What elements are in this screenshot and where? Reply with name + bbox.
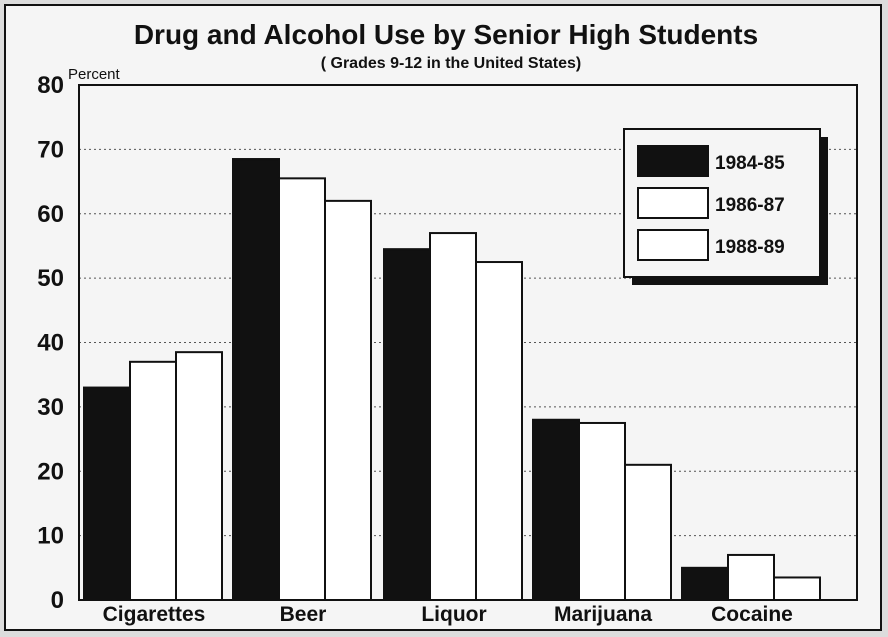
y-tick-label: 70	[37, 136, 64, 163]
bar-cocaine-1988-89	[773, 576, 821, 601]
legend-swatch	[637, 145, 709, 177]
y-tick-label: 80	[37, 72, 64, 99]
bar-cocaine-1984-85	[681, 566, 729, 601]
y-tick-label: 30	[37, 394, 64, 421]
y-tick-label: 10	[37, 523, 64, 550]
legend-label: 1988-89	[715, 237, 785, 258]
y-tick-label: 20	[37, 458, 64, 485]
bar-marijuana-1986-87	[578, 421, 626, 601]
chart-title: Drug and Alcohol Use by Senior High Stud…	[134, 19, 758, 50]
category-label: Liquor	[421, 603, 486, 626]
y-axis-ticks: 0 10 20 30 40 50 60 70 80	[37, 72, 64, 614]
bar-marijuana-1984-85	[532, 418, 580, 601]
category-label: Marijuana	[554, 603, 652, 626]
bar-liquor-1984-85	[383, 248, 431, 601]
y-axis-label: Percent	[68, 66, 121, 83]
legend-swatch	[637, 229, 709, 261]
y-tick-label: 60	[37, 201, 64, 228]
legend: 1984-85 1986-87 1988-89	[623, 128, 828, 285]
bar-liquor-1986-87	[429, 232, 477, 601]
chart-frame: Drug and Alcohol Use by Senior High Stud…	[4, 4, 882, 631]
x-axis-categories: Cigarettes Beer Liquor Marijuana Cocaine	[103, 603, 793, 626]
y-tick-label: 50	[37, 265, 64, 292]
y-tick-label: 40	[37, 330, 64, 357]
category-label: Cigarettes	[103, 603, 206, 626]
legend-label: 1986-87	[715, 195, 785, 216]
bar-beer-1988-89	[324, 199, 372, 601]
legend-swatch	[637, 187, 709, 219]
bar-beer-1986-87	[278, 177, 326, 601]
legend-label: 1984-85	[715, 153, 785, 174]
legend-items: 1984-85 1986-87 1988-89	[637, 145, 785, 261]
chart-subtitle: ( Grades 9-12 in the United States)	[321, 55, 582, 72]
bar-cigarettes-1988-89	[175, 351, 223, 601]
chart-canvas: Drug and Alcohol Use by Senior High Stud…	[37, 19, 858, 626]
bar-beer-1984-85	[232, 158, 280, 601]
bar-liquor-1988-89	[475, 261, 523, 601]
bar-cigarettes-1986-87	[129, 360, 177, 601]
category-label: Beer	[280, 603, 327, 626]
plot-area-border	[78, 84, 858, 601]
bar-cocaine-1986-87	[727, 553, 775, 601]
y-tick-label: 0	[51, 587, 64, 614]
bar-marijuana-1988-89	[624, 463, 672, 601]
category-label: Cocaine	[711, 603, 793, 626]
bar-cigarettes-1984-85	[83, 386, 131, 601]
bars	[83, 158, 821, 601]
